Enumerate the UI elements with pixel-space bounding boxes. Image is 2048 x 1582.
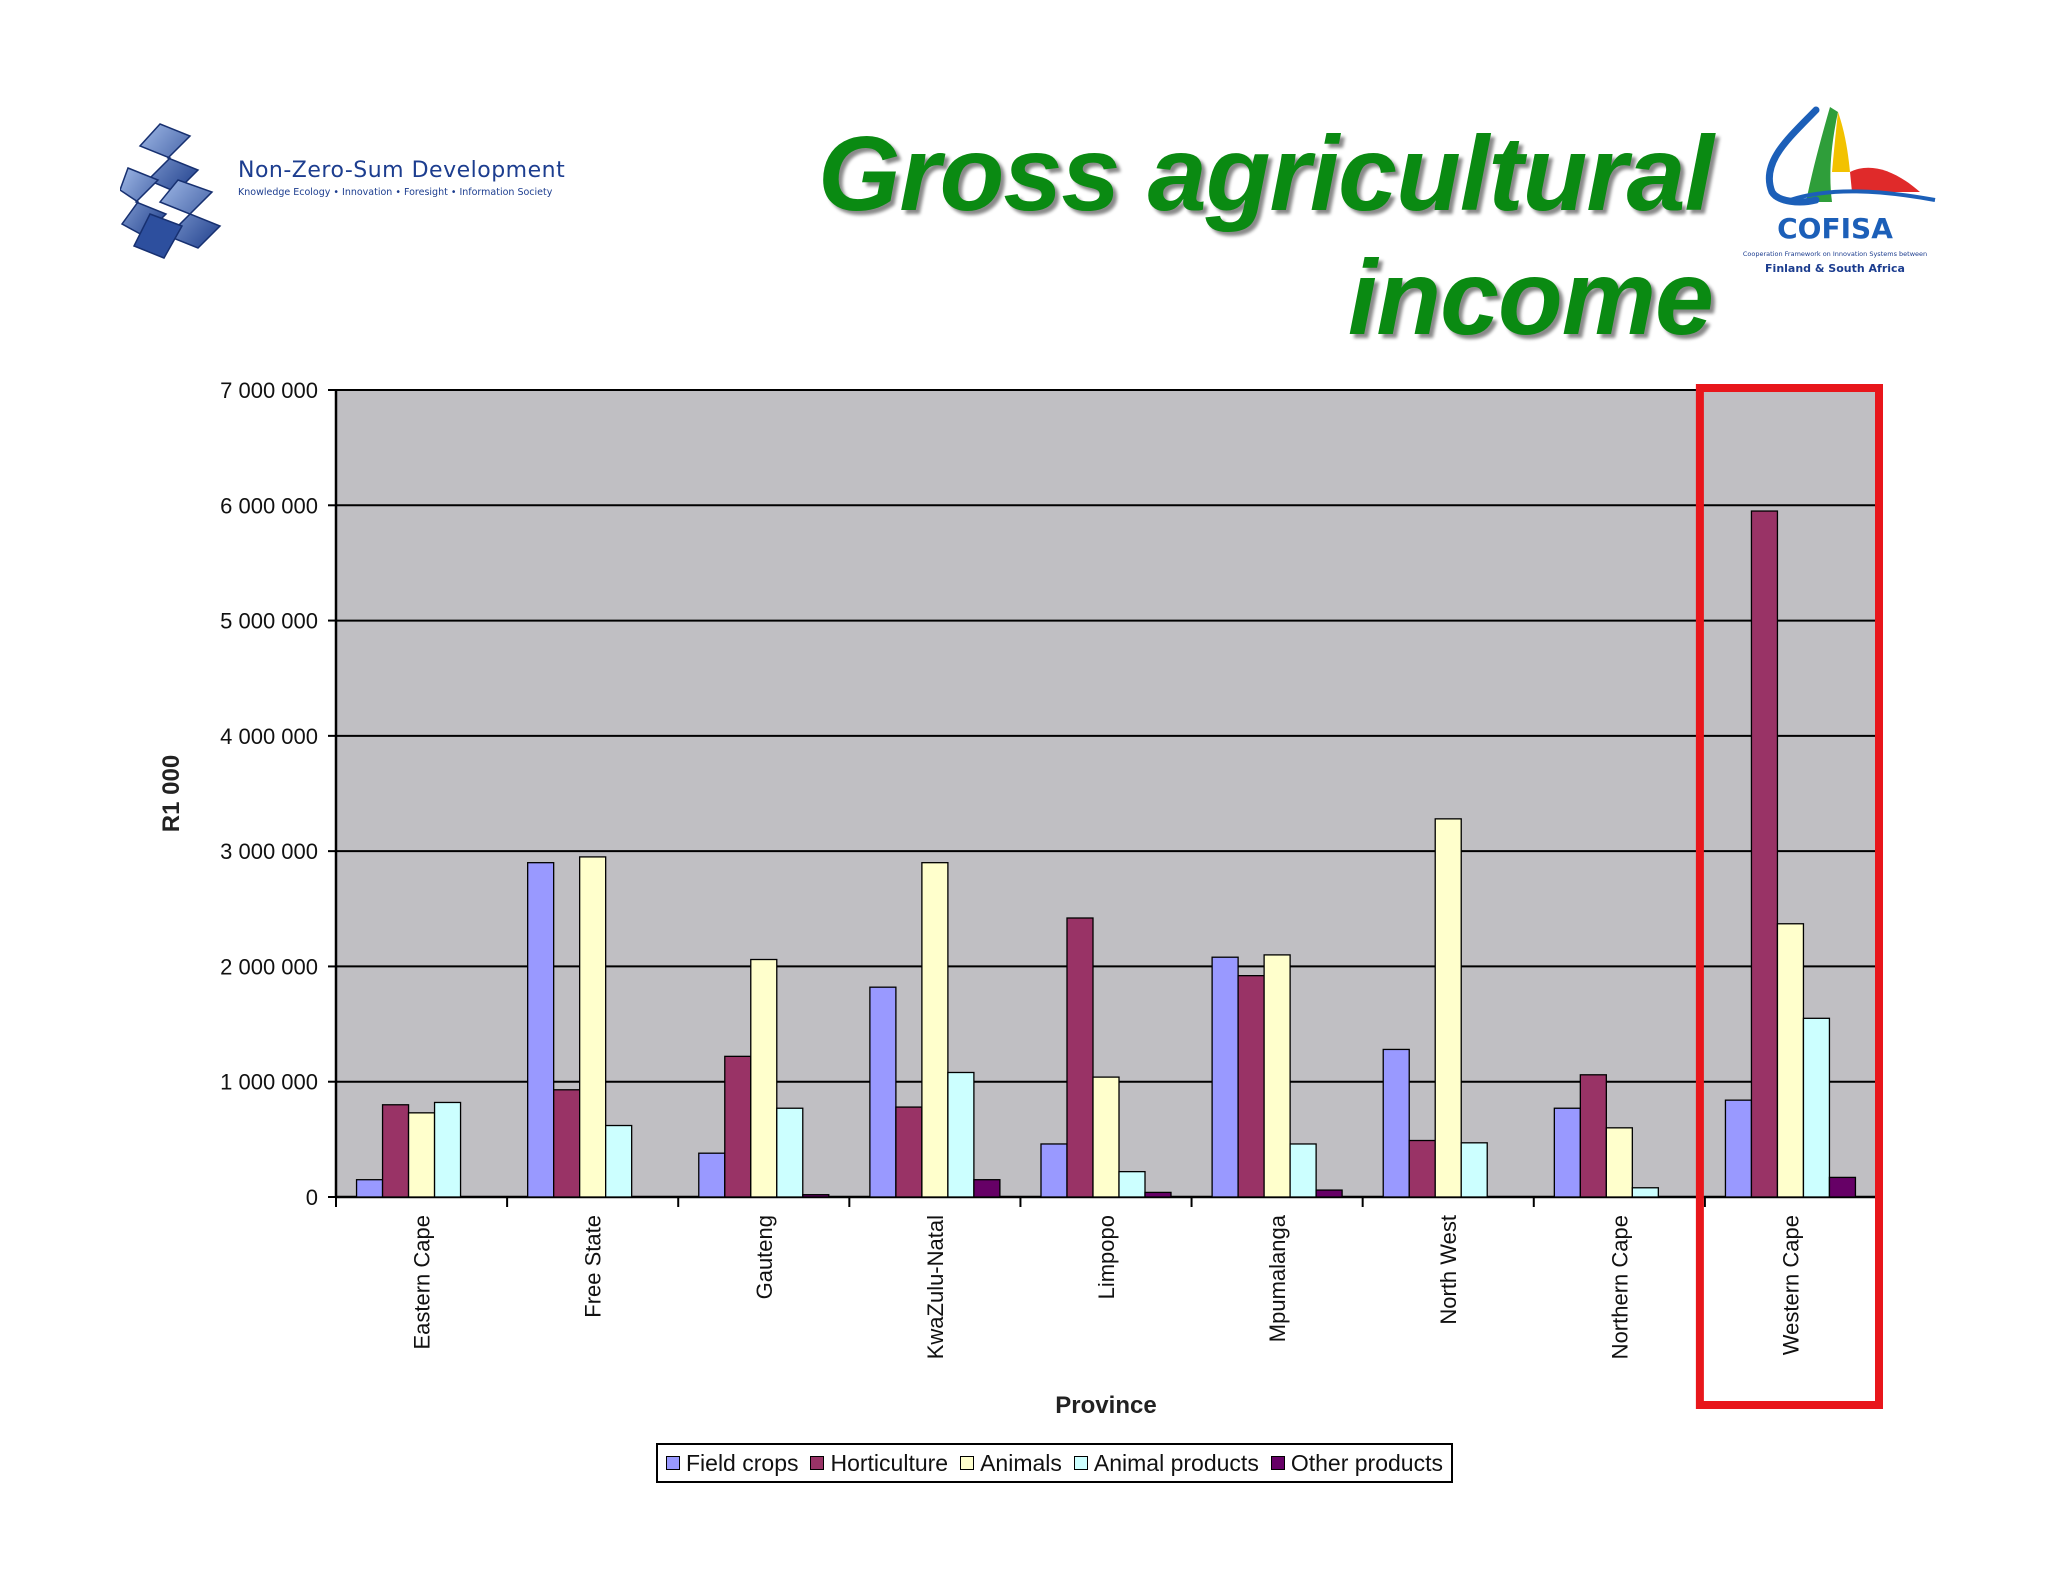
- bar-animals: [1434, 818, 1462, 1198]
- bar-field-crops: [1382, 1048, 1410, 1198]
- legend-swatch: [960, 1456, 975, 1470]
- y-tick-label: 1 000 000: [220, 1070, 318, 1095]
- bar-other-products: [1315, 1189, 1343, 1198]
- bar-horticulture: [381, 1104, 410, 1198]
- bar-animal-products: [1802, 1017, 1831, 1198]
- y-tick-label: 3 000 000: [220, 839, 318, 864]
- bar-animal-products: [1289, 1143, 1317, 1198]
- legend-swatch: [810, 1456, 825, 1470]
- chart-legend: Field crops Horticulture Animals Animal pro…: [656, 1443, 1453, 1483]
- legend-item: Field crops: [666, 1450, 798, 1477]
- bar-other-products: [802, 1194, 830, 1198]
- legend-item: Animal products: [1073, 1449, 1259, 1477]
- x-tick-label: North West: [1436, 1215, 1461, 1325]
- bar-animal-products: [947, 1071, 975, 1198]
- highlight-box: [1695, 384, 1884, 1409]
- cofisa-logo-name: COFISA: [1777, 212, 1893, 245]
- bar-animal-products: [605, 1124, 633, 1198]
- bar-horticulture: [553, 1089, 581, 1198]
- bar-field-crops: [1553, 1107, 1581, 1198]
- bar-horticulture: [895, 1106, 923, 1198]
- bar-field-crops: [1211, 956, 1239, 1198]
- bar-animals: [1263, 954, 1291, 1198]
- cofisa-logo-description: Cooperation Framework on Innovation Syst…: [1742, 250, 1928, 258]
- bar-field-crops: [698, 1152, 726, 1198]
- legend-label: Field crops: [686, 1449, 799, 1476]
- bar-animals: [579, 856, 607, 1198]
- bar-animal-products: [776, 1107, 804, 1198]
- bar-animal-products: [433, 1101, 462, 1198]
- y-tick-label: 6 000 000: [220, 493, 318, 518]
- legend-item: Animals: [960, 1450, 1062, 1477]
- legend-label: Animal products: [1093, 1449, 1259, 1476]
- cofisa-logo-description2: Finland & South Africa: [1765, 262, 1905, 275]
- bar-horticulture: [1237, 975, 1265, 1198]
- y-tick-label: 0: [306, 1185, 318, 1210]
- y-axis-title: R1 000: [158, 755, 185, 832]
- bar-field-crops: [1724, 1099, 1753, 1198]
- y-tick-label: 2 000 000: [220, 954, 318, 979]
- x-tick-label: Mpumalanga: [1265, 1214, 1290, 1342]
- bar-animals: [921, 862, 949, 1198]
- legend-label: Horticulture: [830, 1449, 949, 1476]
- x-tick-label: Limpopo: [1094, 1215, 1119, 1299]
- bar-animal-products: [1631, 1187, 1659, 1198]
- legend-swatch: [1270, 1456, 1285, 1470]
- bar-field-crops: [527, 862, 555, 1198]
- bar-animals: [1776, 923, 1805, 1198]
- bar-animals: [1092, 1076, 1120, 1198]
- bar-field-crops: [355, 1179, 384, 1198]
- plot-area: [335, 389, 1877, 1198]
- cofisa-sail-logo-icon: [1765, 106, 1936, 206]
- y-tick-label: 7 000 000: [220, 378, 318, 403]
- legend-item: Other products: [1270, 1449, 1443, 1477]
- slide-title: Gross agricultural income: [817, 112, 1714, 360]
- x-tick-label: Free State: [581, 1215, 606, 1318]
- nzsd-3d-logo-icon: [120, 123, 222, 259]
- bar-horticulture: [1750, 510, 1779, 1198]
- bar-animals: [750, 958, 778, 1198]
- bar-animals: [1605, 1127, 1633, 1198]
- x-tick-label: Eastern Cape: [410, 1215, 435, 1350]
- slide-title-line1: Gross agricultural: [817, 115, 1714, 233]
- legend-swatch: [666, 1456, 680, 1470]
- legend-swatch: [1073, 1456, 1088, 1470]
- bar-field-crops: [1040, 1143, 1068, 1198]
- bar-animals: [407, 1112, 436, 1198]
- cofisa-logo: COFISA Cooperation Framework on Innovati…: [1720, 92, 1950, 292]
- slide-title-line2: income: [1347, 239, 1714, 357]
- bar-horticulture: [1408, 1139, 1436, 1198]
- nzsd-logo: Non-Zero-Sum Development Knowledge Ecolo…: [120, 118, 565, 268]
- nzsd-logo-name: Non-Zero-Sum Development: [238, 158, 566, 183]
- x-axis-title: Province: [1055, 1392, 1156, 1419]
- bar-field-crops: [869, 986, 897, 1198]
- bar-horticulture: [724, 1055, 752, 1198]
- bar-other-products: [973, 1179, 1001, 1198]
- x-tick-label: Western Cape: [1778, 1215, 1803, 1355]
- nzsd-logo-text: Non-Zero-Sum Development Knowledge Ecolo…: [238, 158, 565, 198]
- x-tick-label: Northern Cape: [1607, 1215, 1632, 1359]
- bar-other-products: [1144, 1191, 1172, 1198]
- bar-horticulture: [1579, 1074, 1607, 1198]
- y-tick-label: 4 000 000: [220, 724, 318, 749]
- x-tick-label: Gauteng: [752, 1215, 777, 1299]
- x-tick-label: KwaZulu-Natal: [923, 1215, 948, 1359]
- nzsd-logo-tagline: Knowledge Ecology • Innovation • Foresig…: [238, 187, 553, 198]
- legend-label: Other products: [1290, 1449, 1443, 1476]
- legend-label: Animals: [980, 1449, 1062, 1476]
- bar-animal-products: [1460, 1142, 1488, 1198]
- legend-item: Horticulture: [810, 1450, 948, 1477]
- bar-animal-products: [1118, 1170, 1146, 1198]
- bar-other-products: [1828, 1176, 1857, 1198]
- y-tick-label: 5 000 000: [220, 609, 318, 634]
- bar-horticulture: [1066, 917, 1094, 1198]
